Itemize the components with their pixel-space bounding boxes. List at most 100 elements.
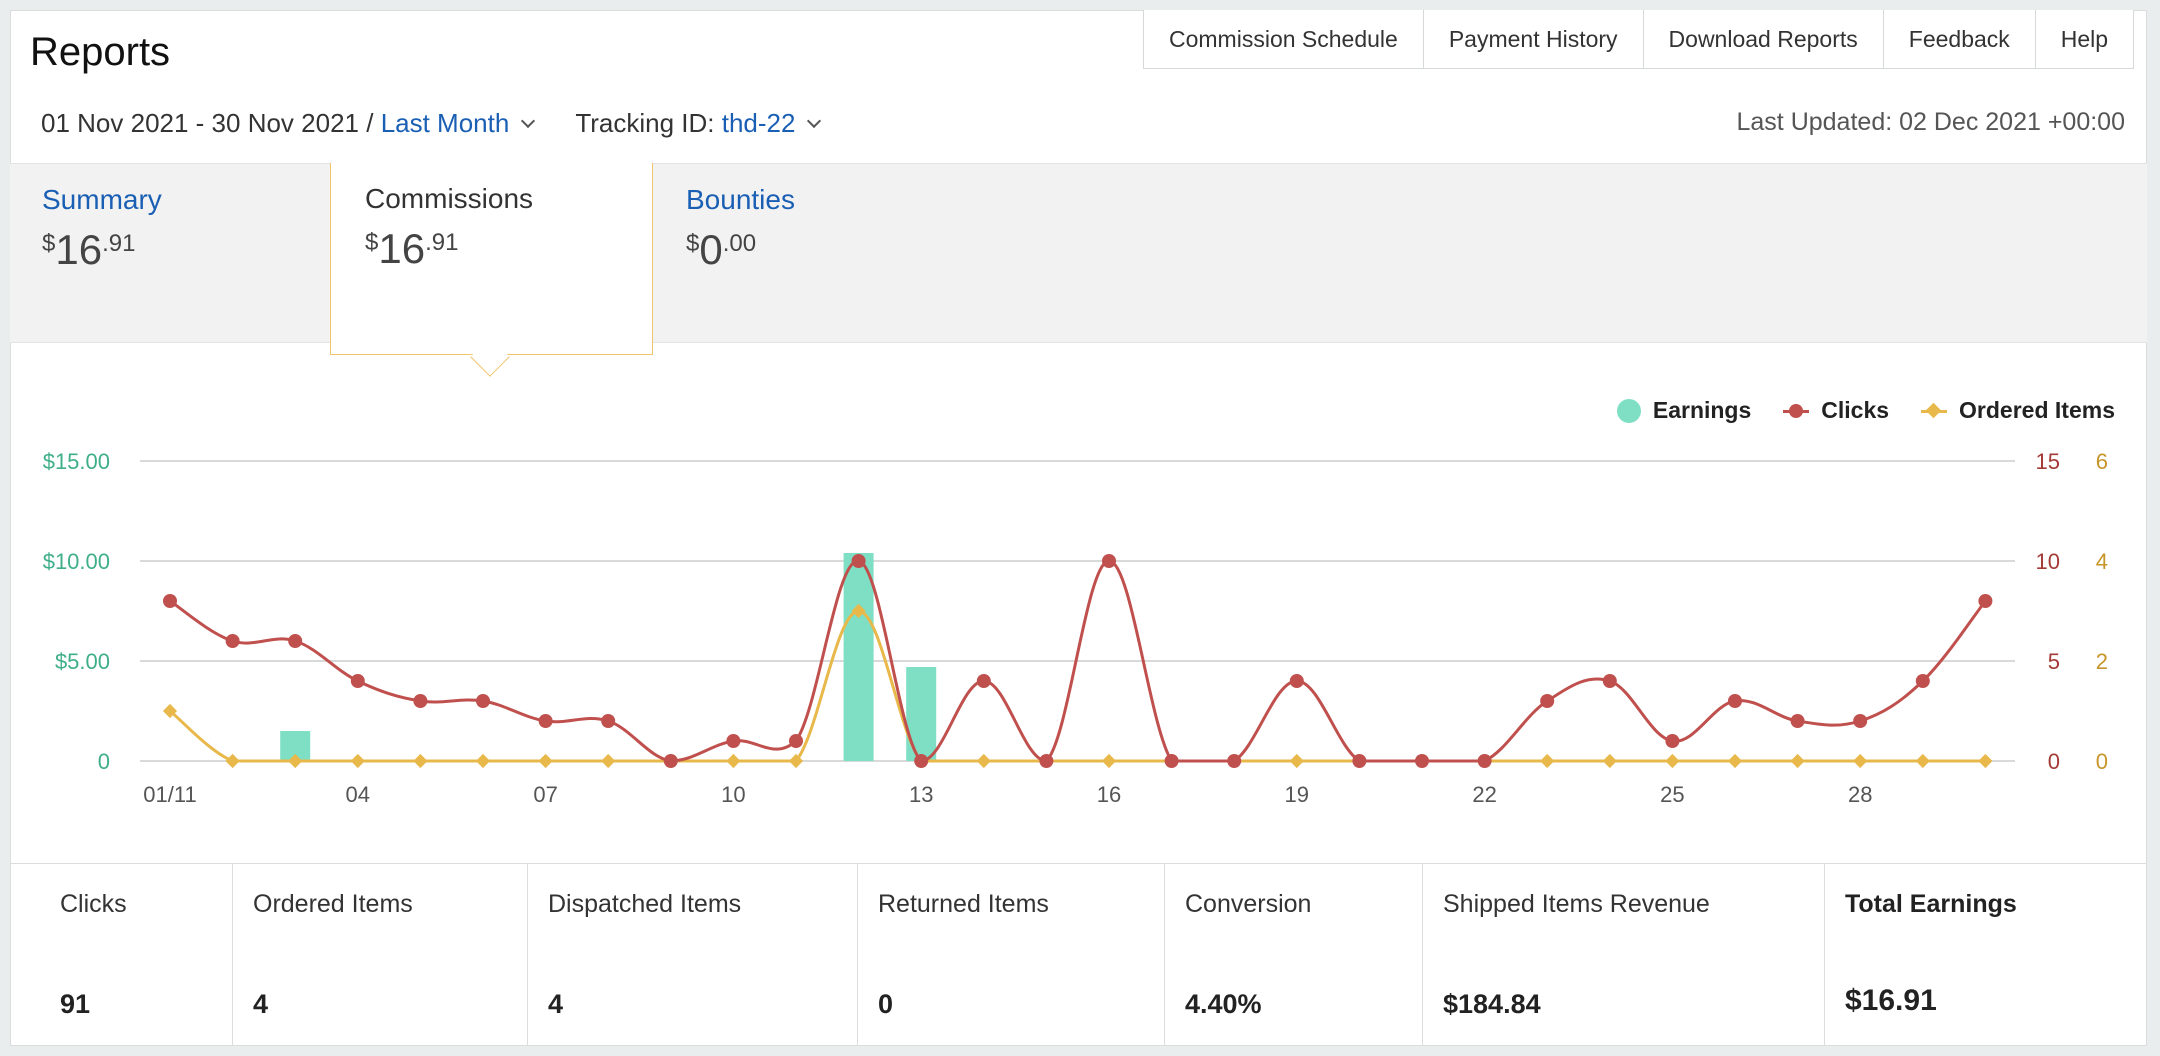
x-axis-tick: 01/11	[143, 782, 196, 807]
tab-summary-label[interactable]: Summary	[42, 184, 162, 215]
left-axis-tick: 0	[98, 749, 110, 774]
last-updated-text: Last Updated: 02 Dec 2021 +00:00	[1736, 108, 2126, 136]
ordered-items-point	[1915, 753, 1930, 769]
tab-summary-amount: $16.91	[42, 226, 162, 274]
clicks-point	[350, 674, 365, 688]
stat-label: Conversion	[1185, 890, 1312, 918]
stat-clicks: Clicks 91	[10, 864, 233, 1046]
stat-ordered-items: Ordered Items 4	[233, 864, 528, 1046]
x-axis-tick: 10	[721, 782, 745, 807]
amount-cents: .91	[425, 229, 459, 256]
clicks-point	[1102, 554, 1116, 568]
tab-summary[interactable]: Summary $16.91	[42, 184, 162, 274]
clicks-point	[1039, 754, 1054, 768]
stat-label: Shipped Items Revenue	[1443, 890, 1710, 918]
clicks-point	[538, 714, 553, 728]
ordered-items-point	[1727, 753, 1743, 769]
tab-bounties-label[interactable]: Bounties	[686, 184, 795, 215]
x-axis-tick: 22	[1472, 782, 1496, 807]
stat-value: 4.40%	[1185, 989, 1262, 1019]
clicks-point	[163, 594, 177, 608]
top-nav: Commission Schedule Payment History Down…	[1143, 10, 2135, 69]
legend-ordered-items-label: Ordered Items	[1959, 397, 2115, 423]
clicks-point	[1665, 734, 1680, 748]
commission-schedule-button[interactable]: Commission Schedule	[1144, 10, 1424, 68]
clicks-line-icon	[1783, 403, 1810, 418]
ordered-items-point	[601, 753, 616, 769]
ordered-items-point	[413, 753, 428, 769]
clicks-axis-tick: 15	[2036, 449, 2060, 474]
amount-cents: .91	[102, 230, 136, 257]
legend-clicks[interactable]: Clicks	[1783, 397, 1889, 424]
legend-ordered-items[interactable]: Ordered Items	[1921, 397, 2115, 424]
amount-whole: 0	[699, 226, 723, 273]
clicks-point	[914, 754, 929, 768]
chart-svg: 0 $5.00 $10.00 $15.00 0 5 10 15 0 2 4 6 01/11 04 07 10 1…	[43, 449, 2108, 807]
tab-commissions-label[interactable]: Commissions	[365, 183, 534, 214]
stat-value: $184.84	[1443, 989, 1541, 1019]
clicks-point	[1540, 694, 1555, 708]
stat-value: 4	[253, 989, 269, 1019]
clicks-point	[1477, 754, 1492, 768]
help-button[interactable]: Help	[2060, 25, 2109, 52]
x-axis-tick: 13	[909, 782, 933, 807]
ordered-items-point	[162, 703, 178, 719]
stat-value: 91	[60, 989, 91, 1019]
clicks-point	[1227, 754, 1242, 768]
stat-conversion: Conversion 4.40%	[1165, 864, 1423, 1046]
tab-commissions-amount: $16.91	[365, 225, 533, 273]
stat-shipped-items-revenue: Shipped Items Revenue $184.84	[1423, 864, 1825, 1046]
clicks-point	[413, 694, 428, 708]
tab-bounties-amount: $0.00	[686, 226, 795, 274]
clicks-point	[663, 754, 678, 768]
ordered-items-point	[1790, 753, 1805, 769]
ordered-items-point	[1101, 753, 1117, 769]
legend-earnings-label: Earnings	[1652, 397, 1752, 423]
period-dropdown[interactable]: Last Month	[380, 108, 510, 138]
clicks-point	[1853, 714, 1868, 728]
ordered-items-point	[1978, 753, 1993, 769]
clicks-point	[1915, 674, 1930, 688]
stat-total-earnings: Total Earnings $16.91	[1825, 864, 2147, 1046]
ordered-items-point	[350, 753, 365, 769]
amount-whole: 16	[55, 226, 103, 273]
stat-label: Total Earnings	[1845, 890, 2017, 918]
tab-bounties[interactable]: Bounties $0.00	[686, 184, 795, 274]
feedback-button[interactable]: Feedback	[1884, 10, 2036, 68]
page-title: Reports	[30, 30, 171, 74]
clicks-point	[1602, 674, 1617, 688]
stat-dispatched-items: Dispatched Items 4	[528, 864, 858, 1046]
tab-commissions-active[interactable]	[330, 163, 653, 355]
ordered-items-point	[538, 753, 553, 769]
payment-history-button[interactable]: Payment History	[1424, 10, 1644, 68]
x-axis-tick: 25	[1660, 782, 1684, 807]
clicks-point	[476, 694, 490, 708]
ordered-items-point	[1540, 753, 1555, 769]
amount-whole: 16	[378, 225, 426, 272]
chevron-down-icon[interactable]	[521, 113, 536, 128]
download-reports-button[interactable]: Download Reports	[1644, 10, 1884, 68]
clicks-point	[789, 734, 803, 748]
clicks-point	[225, 634, 240, 648]
clicks-point	[1728, 694, 1742, 708]
left-axis-tick: $15.00	[43, 449, 110, 474]
tracking-id-dropdown[interactable]: thd-22	[721, 108, 796, 138]
ordered-items-point	[976, 753, 991, 769]
ordered-items-point	[851, 603, 866, 619]
ordered-axis-tick: 4	[2096, 549, 2108, 574]
tab-commissions[interactable]: Commissions $16.91	[365, 183, 533, 273]
clicks-point	[1289, 674, 1304, 688]
ordered-axis-tick: 2	[2096, 649, 2108, 674]
date-range-text: 01 Nov 2021 - 30 Nov 2021 /	[41, 108, 374, 138]
earnings-dot-icon	[1616, 398, 1641, 423]
earnings-bar	[906, 667, 937, 761]
stat-label: Clicks	[60, 890, 127, 918]
legend-clicks-label: Clicks	[1821, 397, 1890, 423]
clicks-point	[1415, 754, 1429, 768]
legend-earnings[interactable]: Earnings	[1616, 397, 1752, 424]
earnings-chart: 0 $5.00 $10.00 $15.00 0 5 10 15 0 2 4 6 01/11 04 07 10 1…	[10, 360, 2147, 865]
ordered-items-point	[788, 753, 804, 769]
chevron-down-icon[interactable]	[807, 113, 822, 128]
clicks-axis-tick: 10	[2036, 549, 2060, 574]
x-axis-tick: 28	[1848, 782, 1872, 807]
